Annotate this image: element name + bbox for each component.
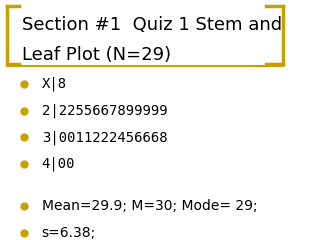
Text: X|8: X|8 xyxy=(42,77,67,91)
Text: 3|0011222456668: 3|0011222456668 xyxy=(42,130,167,144)
Text: Mean=29.9; M=30; Mode= 29;: Mean=29.9; M=30; Mode= 29; xyxy=(42,199,257,213)
Text: s=6.38;: s=6.38; xyxy=(42,226,96,240)
Text: Leaf Plot (N=29): Leaf Plot (N=29) xyxy=(21,46,171,64)
Text: Section #1  Quiz 1 Stem and: Section #1 Quiz 1 Stem and xyxy=(21,16,282,34)
Text: 4|00: 4|00 xyxy=(42,157,75,171)
Text: 2|2255667899999: 2|2255667899999 xyxy=(42,103,167,118)
